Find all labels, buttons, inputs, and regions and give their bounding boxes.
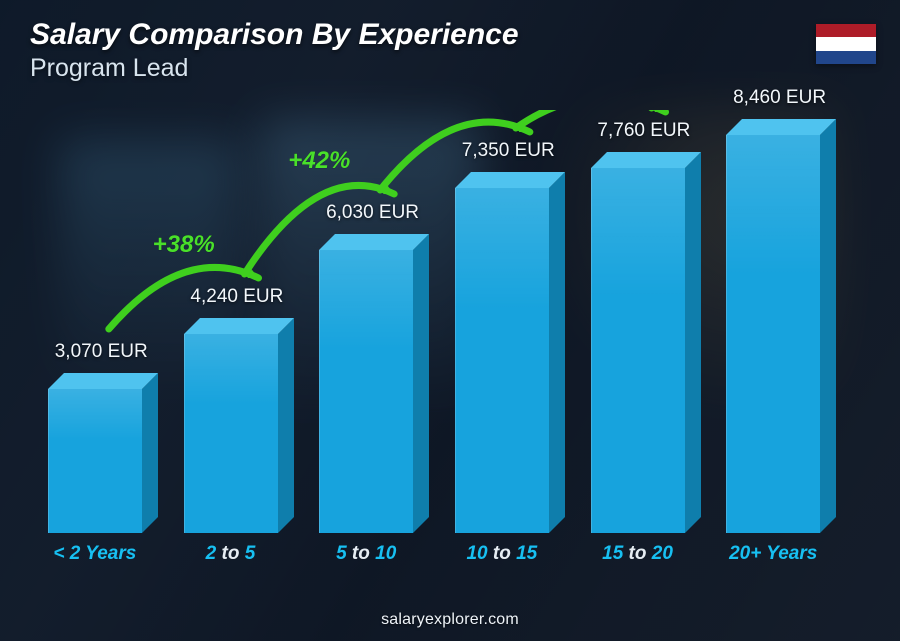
bar-top-face <box>319 234 429 250</box>
bar-front-face <box>591 168 685 533</box>
bar: 6,030 EUR <box>319 250 413 533</box>
footer-site: salaryexplorer.com <box>0 611 900 629</box>
page-subtitle: Program Lead <box>30 54 519 83</box>
bar-front-face <box>48 389 142 533</box>
bar-front-face <box>184 334 278 533</box>
flag-stripe <box>816 37 876 50</box>
bar-top-face <box>455 172 565 188</box>
x-tick: 2 to 5 <box>174 543 288 565</box>
bar-side-face <box>549 172 565 533</box>
x-tick: 15 to 20 <box>581 543 695 565</box>
country-flag-icon <box>816 24 876 64</box>
bar-top-face <box>591 152 701 168</box>
bar-side-face <box>685 152 701 533</box>
bar: 4,240 EUR <box>184 334 278 533</box>
bar-column: 4,240 EUR <box>174 110 288 533</box>
infographic-canvas: Salary Comparison By Experience Program … <box>0 0 900 641</box>
bar: 7,760 EUR <box>591 168 685 533</box>
x-tick: 20+ Years <box>716 543 830 565</box>
bar-front-face <box>726 135 820 533</box>
bar-top-face <box>48 373 158 389</box>
bar-side-face <box>142 373 158 533</box>
bar: 7,350 EUR <box>455 188 549 533</box>
flag-stripe <box>816 51 876 64</box>
bar-front-face <box>319 250 413 533</box>
bar-column: 7,760 EUR <box>581 110 695 533</box>
bar-top-face <box>726 119 836 135</box>
bar-value-label: 4,240 EUR <box>157 286 317 308</box>
bar-side-face <box>413 234 429 533</box>
bar-side-face <box>278 318 294 533</box>
flag-stripe <box>816 24 876 37</box>
bar-front-face <box>455 188 549 533</box>
bar-column: 6,030 EUR <box>309 110 423 533</box>
bar-column: 3,070 EUR <box>38 110 152 533</box>
bar-top-face <box>184 318 294 334</box>
bar-side-face <box>820 119 836 533</box>
page-title: Salary Comparison By Experience <box>30 18 519 52</box>
x-tick: 5 to 10 <box>309 543 423 565</box>
bar-value-label: 8,460 EUR <box>700 87 860 109</box>
x-tick: < 2 Years <box>38 543 152 565</box>
bar: 3,070 EUR <box>48 389 142 533</box>
bar-column: 7,350 EUR <box>445 110 559 533</box>
bar-column: 8,460 EUR <box>716 110 830 533</box>
header: Salary Comparison By Experience Program … <box>30 18 519 83</box>
bars-container: 3,070 EUR4,240 EUR6,030 EUR7,350 EUR7,76… <box>38 110 830 533</box>
x-axis: < 2 Years 2 to 5 5 to 10 10 to 15 15 to 20 20… <box>38 543 830 565</box>
bar-value-label: 3,070 EUR <box>21 341 181 363</box>
bar: 8,460 EUR <box>726 135 820 533</box>
bar-chart: 3,070 EUR4,240 EUR6,030 EUR7,350 EUR7,76… <box>28 110 840 561</box>
bar-value-label: 7,760 EUR <box>564 120 724 142</box>
x-tick: 10 to 15 <box>445 543 559 565</box>
bar-value-label: 6,030 EUR <box>293 202 453 224</box>
bar-value-label: 7,350 EUR <box>428 140 588 162</box>
